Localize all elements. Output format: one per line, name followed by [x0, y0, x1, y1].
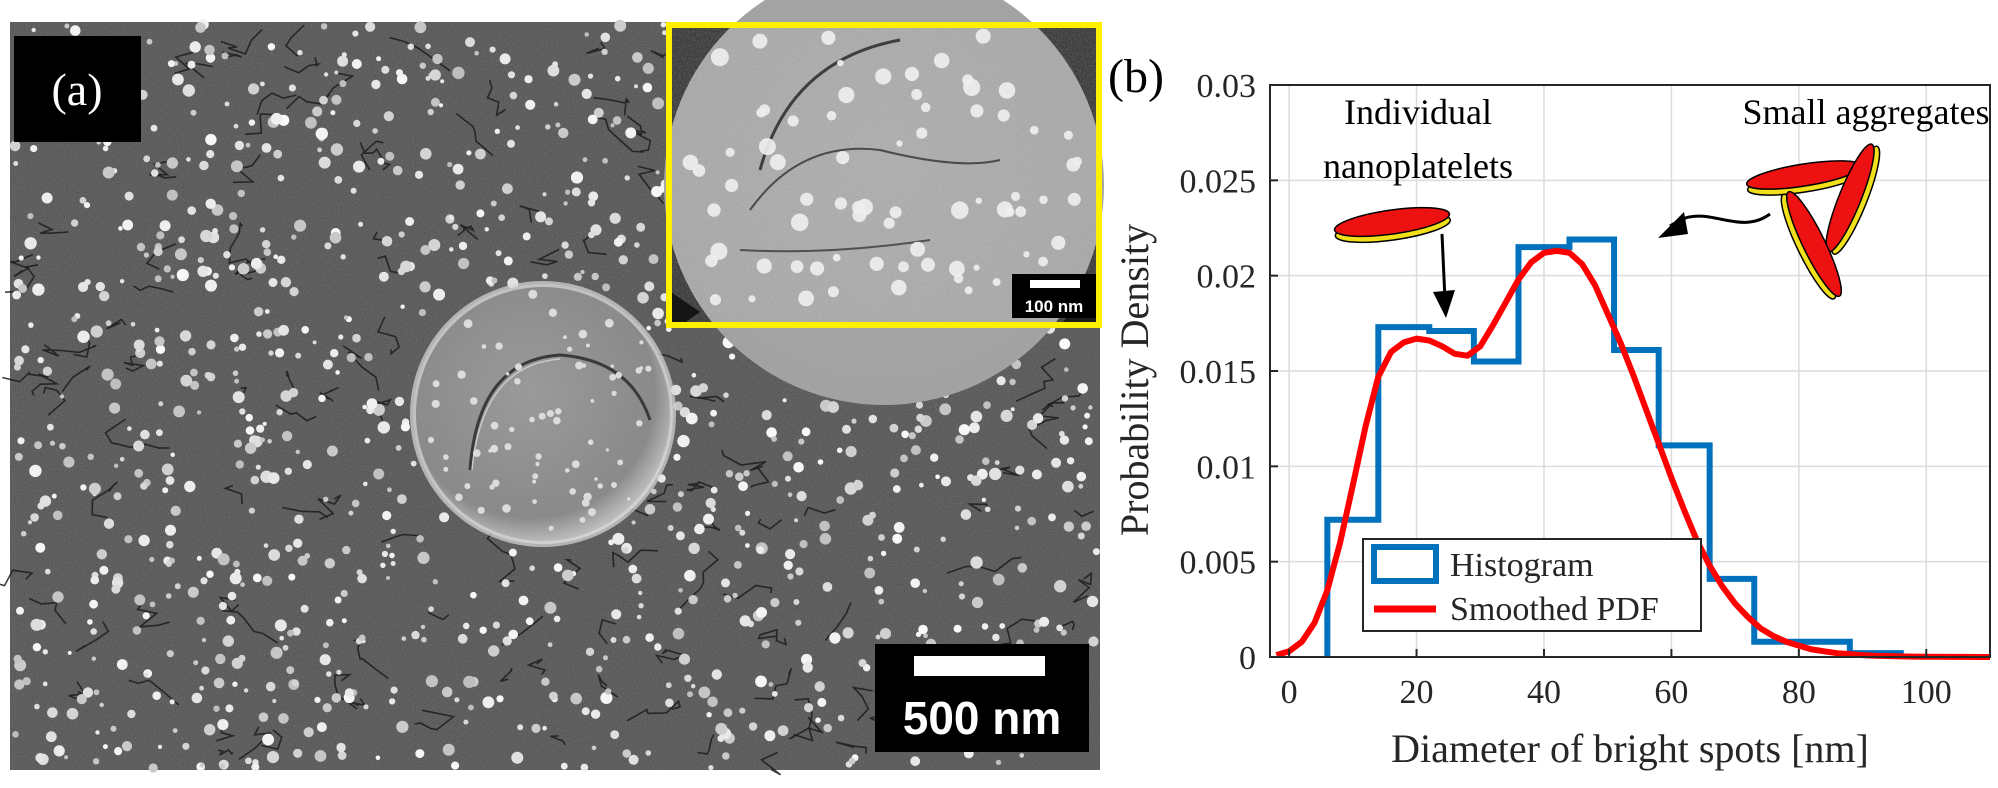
x-tick-label: 20	[1400, 674, 1434, 711]
x-tick-label: 60	[1654, 674, 1688, 711]
scale-bar-label: 500 nm	[903, 692, 1062, 744]
legend-pdf-label: Smoothed PDF	[1450, 591, 1659, 628]
inset-scale-bar-label: 100 nm	[1025, 297, 1084, 316]
legend-box	[1362, 538, 1702, 632]
y-tick-label: 0.03	[1197, 68, 1257, 105]
histogram-chart: 0 20 40 60 80 100 0 0.005 0.01 0.015 0.02 0.025 0.0…	[1110, 50, 1991, 771]
y-axis-label: Probability Density	[1112, 224, 1157, 536]
scale-bar: 500 nm	[875, 644, 1089, 752]
aggregate-icon	[1745, 143, 1881, 300]
panel-b-label: (b)	[1110, 50, 1164, 103]
histogram-stairs	[1324, 236, 1904, 657]
legend-histogram-label: Histogram	[1450, 547, 1594, 584]
central-sphere	[410, 281, 676, 547]
y-axis-ticks: 0 0.005 0.01 0.015 0.02 0.025 0.03	[1180, 68, 1278, 677]
panel-a-label: (a)	[51, 64, 102, 115]
y-tick-label: 0.01	[1197, 449, 1257, 486]
nanoplatelet-icon	[1333, 206, 1452, 244]
x-tick-label: 40	[1527, 674, 1561, 711]
y-tick-label: 0.025	[1180, 163, 1257, 200]
x-tick-label: 100	[1901, 674, 1952, 711]
y-tick-label: 0.02	[1197, 259, 1257, 296]
x-tick-label: 80	[1782, 674, 1816, 711]
inset-zoom: 100 nm	[664, 0, 1104, 405]
panel-a-label-box: (a)	[14, 36, 141, 142]
x-tick-label: 0	[1281, 674, 1298, 711]
x-axis-ticks: 0 20 40 60 80 100	[1281, 649, 1952, 711]
inset-scale-bar: 100 nm	[1012, 274, 1096, 318]
y-tick-label: 0	[1239, 640, 1256, 677]
sem-micrograph: (a) 500 nm 100 nm	[0, 0, 1104, 776]
histogram-series	[1324, 236, 1904, 657]
y-tick-label: 0.015	[1180, 354, 1257, 391]
annotation-individual-line2: nanoplatelets	[1323, 146, 1513, 186]
y-tick-label: 0.005	[1180, 545, 1257, 582]
arrow-individual	[1440, 233, 1447, 301]
legend-histogram-swatch	[1371, 544, 1439, 584]
legend: Histogram Smoothed PDF	[1362, 538, 1702, 632]
annotation-individual-line1: Individual	[1344, 92, 1492, 132]
smoothed-pdf-line	[1275, 247, 1990, 660]
x-axis-label: Diameter of bright spots [nm]	[1391, 726, 1869, 771]
smoothed-pdf-series	[1275, 247, 1990, 660]
inset-border	[666, 22, 1102, 328]
annotation-small-aggregates: Small aggregates	[1743, 92, 1990, 132]
